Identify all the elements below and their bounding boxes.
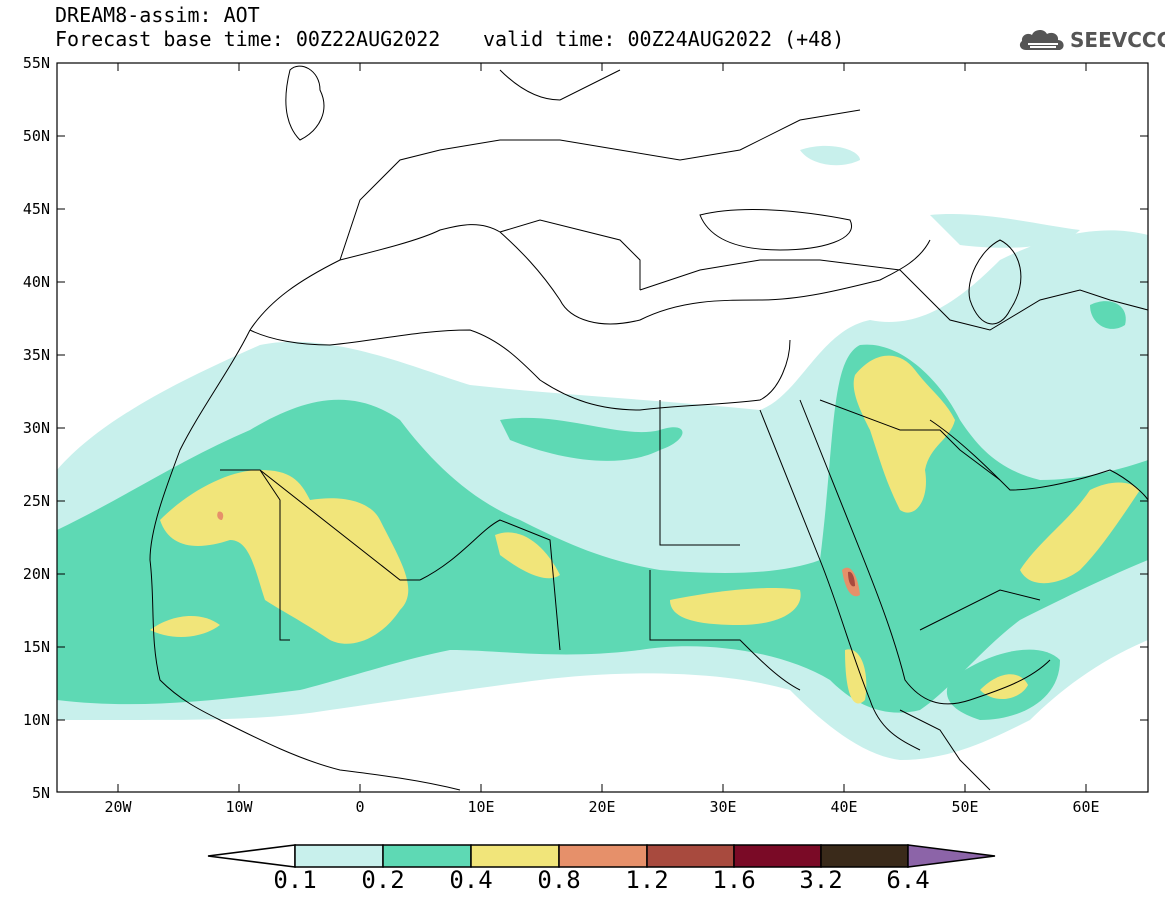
border-turkey: [639, 259, 901, 291]
border-balkans: [499, 219, 641, 290]
logo-text: SEEVCCC: [1070, 28, 1165, 52]
colorbar-label: 6.4: [886, 866, 930, 894]
lat-label: 35N: [22, 346, 50, 364]
aot-shading: [57, 145, 1148, 760]
aot-band-08b: [217, 511, 224, 520]
aot-band-04-oman: [1020, 482, 1140, 584]
lat-label: 25N: [22, 492, 50, 510]
aot-band-04-iraq: [853, 355, 955, 513]
lat-label: 30N: [22, 419, 50, 437]
axis-ticks: [57, 62, 1148, 792]
coastline-europe: [249, 224, 931, 331]
lat-label: 55N: [22, 54, 50, 72]
lat-label: 5N: [31, 784, 50, 802]
lon-label: 60E: [1072, 798, 1100, 816]
country-borders: [149, 65, 1148, 791]
lon-label: 20E: [588, 798, 616, 816]
lat-label: 20N: [22, 565, 50, 583]
border-algeria-mali: [220, 469, 420, 581]
coastline-caspian: [968, 239, 1022, 325]
lat-label: 45N: [22, 200, 50, 218]
lon-label: 10E: [467, 798, 495, 816]
coastline-west-africa: [149, 329, 461, 791]
forecast-times: Forecast base time: 00Z22AUG2022 valid ti…: [55, 27, 844, 51]
border-sudan: [649, 570, 801, 691]
lat-label: 15N: [22, 638, 50, 656]
lat-label: 50N: [22, 127, 50, 145]
lon-label: 0: [355, 798, 365, 816]
coastline-britain: [285, 65, 325, 141]
colorbar-label: 0.4: [449, 866, 493, 894]
border-yemen: [919, 589, 1041, 631]
arabian-coast: [929, 419, 1148, 501]
border-europe-inner: [339, 109, 861, 261]
border-horn: [899, 709, 991, 791]
border-iran: [899, 269, 1148, 331]
aot-band-04-redsea: [845, 649, 867, 704]
redsea-east: [799, 399, 1051, 705]
border-libya-egypt: [659, 400, 740, 546]
lat-label: 10N: [22, 711, 50, 729]
cloud-logo-icon: [1019, 29, 1064, 50]
seevccc-logo: SEEVCCC: [1018, 26, 1165, 54]
border-saudi: [819, 399, 1001, 481]
aot-band-12: [848, 571, 855, 587]
colorbar-label: 0.8: [537, 866, 581, 894]
border-niger-chad: [419, 519, 561, 651]
coastline-black-sea: [699, 209, 853, 251]
lon-label: 20W: [104, 798, 132, 816]
base-time: Forecast base time: 00Z22AUG2022: [55, 27, 441, 51]
aot-band-04-chad: [495, 532, 560, 579]
map-title: DREAM8-assim: AOT: [55, 3, 260, 27]
lon-label: 30E: [709, 798, 737, 816]
colorbar-label: 1.2: [625, 866, 669, 894]
colorbar-label: 1.6: [712, 866, 756, 894]
lon-label: 10W: [225, 798, 253, 816]
aot-band-01-ne: [930, 213, 1080, 248]
border-mali-niger: [259, 469, 290, 641]
aot-band-01-north: [800, 145, 860, 166]
lon-label: 50E: [951, 798, 979, 816]
aot-band-02-center: [500, 417, 683, 461]
colorbar-label: 3.2: [799, 866, 843, 894]
lat-label: 40N: [22, 273, 50, 291]
aot-band-04-sw: [150, 615, 220, 637]
aot-band-02-caspian: [1090, 301, 1126, 329]
colorbar-label: 0.2: [361, 866, 405, 894]
aot-band-04-sudan: [670, 588, 801, 625]
valid-time: valid time: 00Z24AUG2022 (+48): [483, 27, 845, 51]
coastline-north-africa: [249, 329, 791, 411]
lon-label: 40E: [830, 798, 858, 816]
coastline-scandinavia: [499, 69, 621, 101]
colorbar-label: 0.1: [273, 866, 317, 894]
redsea-west: [759, 409, 921, 751]
